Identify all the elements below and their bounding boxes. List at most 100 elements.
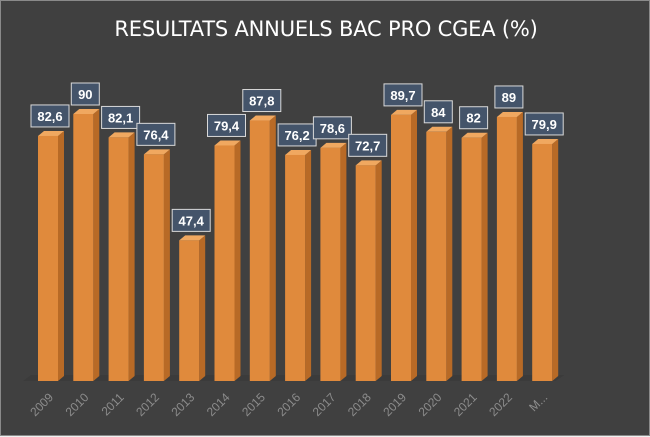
bar-side (552, 138, 559, 381)
data-label-value: 76,2 (284, 128, 309, 143)
data-label: 90 (70, 82, 100, 106)
bar-front (391, 114, 411, 381)
data-label: 47,4 (171, 208, 211, 232)
x-tick-label: 2019 (380, 390, 409, 419)
bar-front (179, 240, 200, 381)
bar (461, 132, 488, 381)
data-label-box (423, 100, 453, 124)
bar-front (214, 145, 235, 381)
bar-top (38, 130, 64, 136)
bar (320, 142, 347, 381)
x-tick-label: M... (526, 390, 550, 414)
bar-front (73, 114, 94, 381)
data-label-box (242, 89, 282, 113)
bar (532, 138, 559, 381)
data-label-box (101, 105, 141, 129)
data-label: 82,6 (30, 104, 70, 128)
bar-top (179, 235, 206, 241)
bar (426, 126, 453, 381)
data-label: 82,1 (101, 105, 141, 129)
chart-title: RESULTATS ANNUELS BAC PRO CGEA (%) (114, 17, 538, 41)
bar-top (532, 138, 559, 144)
bar-front (426, 131, 447, 381)
bar-side (375, 160, 382, 381)
data-label-box (383, 83, 423, 107)
bar (496, 111, 523, 381)
bar-front (143, 154, 164, 381)
data-label: 72,7 (348, 133, 388, 157)
bar-front (532, 143, 553, 381)
bar-side (269, 115, 276, 381)
bar (143, 149, 170, 381)
data-label-value: 79,4 (214, 118, 240, 133)
x-tick-label: 2013 (169, 390, 198, 419)
data-label-value: 82,1 (108, 110, 133, 125)
data-label: 76,2 (277, 123, 317, 147)
data-label-box (494, 85, 524, 109)
data-label-value: 87,8 (249, 94, 274, 109)
bar (38, 130, 64, 381)
bar-side (446, 126, 453, 381)
data-label-box (207, 113, 246, 137)
data-labels-group: 82,6 90 82,1 76,4 47,4 79,4 87,8 76,2 78,6 72,7 89… (30, 82, 564, 232)
x-tick-label: 2014 (204, 390, 233, 419)
bar-top (285, 149, 312, 155)
bar-top (496, 111, 523, 117)
x-axis-tick-labels: 2009 2010 2011 2012 2013 2014 2015 2016 2017 2018… (27, 390, 550, 419)
data-label-box (30, 104, 70, 128)
bar-side (128, 132, 135, 381)
bar (73, 109, 100, 381)
data-label-value: 82 (466, 111, 480, 126)
data-label: 89 (494, 85, 524, 109)
bar-front (496, 116, 517, 381)
x-tick-label: 2012 (133, 390, 162, 419)
bar-side (516, 111, 523, 381)
bar-top (426, 126, 453, 132)
bars-group (38, 109, 559, 381)
bar-side (340, 142, 347, 381)
bar-side (305, 149, 312, 381)
bar-top (108, 132, 135, 138)
bar-top (214, 140, 241, 146)
data-label-value: 84 (431, 105, 446, 120)
x-tick-label: 2016 (274, 390, 303, 419)
bar-side (411, 109, 417, 381)
data-label-value: 82,6 (37, 109, 62, 124)
data-label-value: 76,4 (143, 127, 169, 142)
bar (108, 132, 135, 381)
bar-top (461, 132, 488, 138)
bar-front (461, 137, 482, 381)
bar-top (73, 109, 100, 114)
bar-side (481, 132, 488, 381)
bar-side (199, 235, 206, 381)
x-tick-label: 2011 (99, 390, 127, 418)
bar-side (234, 140, 241, 381)
data-label-value: 72,7 (355, 138, 380, 153)
data-label-box (70, 82, 100, 106)
data-label: 76,4 (136, 122, 176, 146)
data-label-value: 89 (502, 90, 516, 105)
data-label-box (312, 116, 352, 140)
data-label: 87,8 (242, 89, 282, 113)
bar-top (355, 160, 382, 166)
data-label-box (459, 106, 489, 130)
bar-side (163, 149, 170, 381)
x-tick-label: 2009 (27, 390, 56, 419)
bar (214, 140, 241, 381)
bar-top (249, 115, 276, 121)
bar (391, 109, 417, 381)
bar-side (93, 109, 100, 381)
data-label-box (524, 112, 564, 136)
data-label: 78,6 (312, 116, 352, 140)
x-tick-label: 2018 (345, 390, 374, 419)
bar-front (285, 154, 306, 381)
data-label: 82 (459, 106, 489, 130)
bar (285, 149, 312, 381)
x-tick-label: 2010 (63, 390, 92, 419)
bar-top (143, 149, 170, 155)
data-label-box (348, 133, 388, 157)
bar-front (249, 120, 270, 381)
data-label-value: 78,6 (320, 121, 345, 136)
bar (355, 160, 382, 381)
